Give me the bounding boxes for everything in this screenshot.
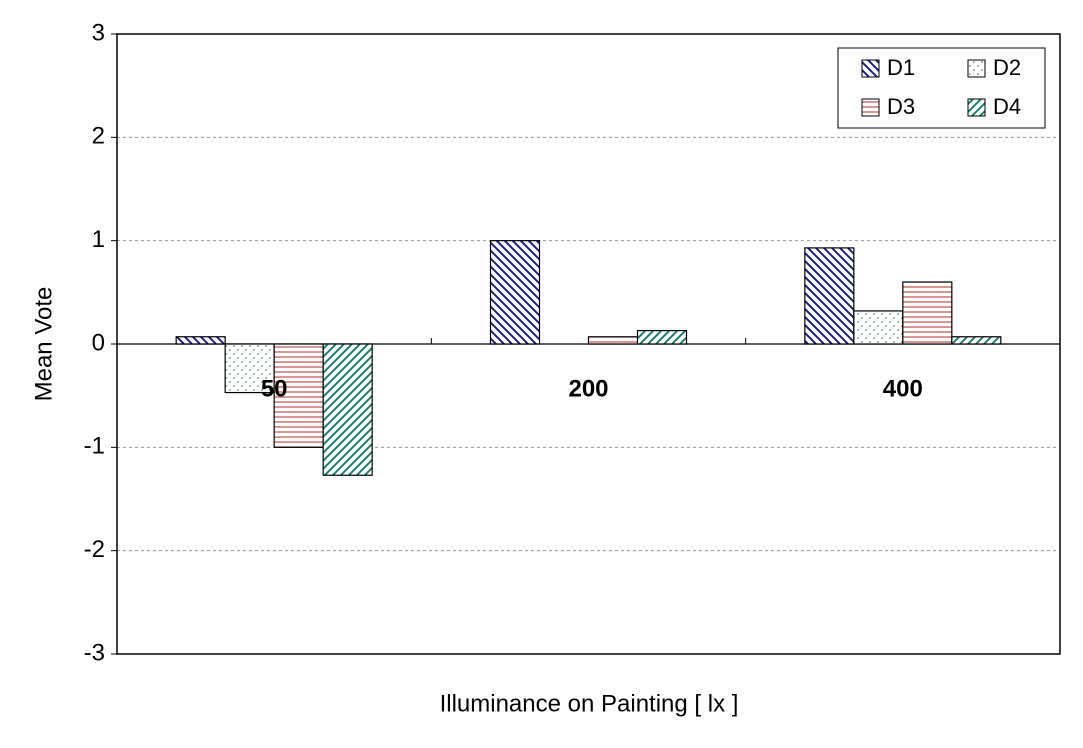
legend-swatch: [861, 59, 880, 78]
y-tick-label: -2: [84, 536, 105, 563]
bar: [587, 336, 639, 345]
bar: [322, 343, 373, 476]
legend-swatch: [967, 98, 986, 117]
bar: [273, 343, 324, 448]
y-tick-label: 1: [92, 226, 105, 253]
y-tick-label: 3: [92, 19, 105, 46]
bar: [951, 336, 1002, 345]
x-tick-label: 400: [883, 375, 923, 402]
bar: [489, 240, 541, 345]
x-tick-label: 200: [568, 375, 608, 402]
x-tick-label: 50: [261, 375, 288, 402]
bar: [636, 329, 688, 345]
y-tick-label: -3: [84, 639, 105, 666]
bar: [853, 310, 904, 345]
bar: [804, 247, 855, 345]
bar: [175, 336, 226, 345]
legend-swatch: [861, 98, 880, 117]
legend-label: D3: [887, 94, 915, 119]
bar: [902, 281, 953, 345]
legend-label: D2: [993, 55, 1021, 80]
bar: [224, 343, 275, 394]
legend-label: D4: [993, 94, 1021, 119]
legend-swatch: [967, 59, 986, 78]
y-axis-title: Mean Vote: [30, 287, 57, 402]
y-tick-label: 2: [92, 123, 105, 150]
y-tick-label: -1: [84, 433, 105, 460]
x-axis-title: Illuminance on Painting [ lx ]: [440, 690, 739, 717]
y-tick-label: 0: [92, 329, 105, 356]
legend-label: D1: [887, 55, 915, 80]
